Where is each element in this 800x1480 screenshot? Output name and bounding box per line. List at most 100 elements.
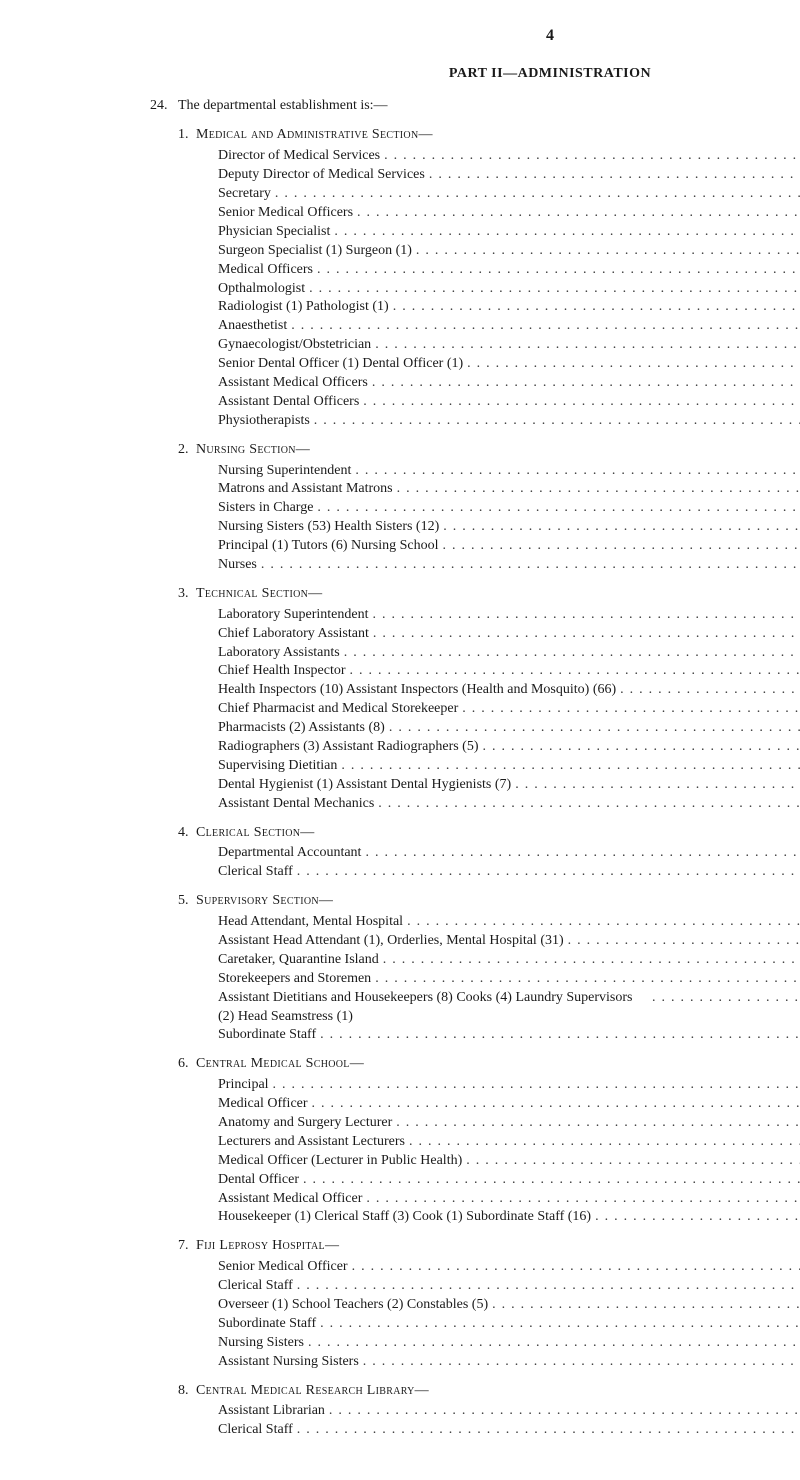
leader-dots: ........................................… <box>293 1277 800 1296</box>
leader-dots: ........................................… <box>269 1076 800 1095</box>
leader-dots: ........................................… <box>405 1133 800 1152</box>
section-number: 5. <box>178 892 196 911</box>
section-block: 6.Central Medical School—Principal......… <box>150 1055 800 1227</box>
entry-label: Health Inspectors (10) Assistant Inspect… <box>218 681 616 700</box>
item-number: 24. <box>150 97 178 116</box>
entry-label: Lecturers and Assistant Lecturers <box>218 1133 405 1152</box>
leader-dots: ........................................… <box>351 462 800 481</box>
leader-dots: ........................................… <box>374 795 800 814</box>
entries-list: Director of Medical Services............… <box>178 147 800 430</box>
leader-dots: ........................................… <box>439 518 800 537</box>
leader-dots: ........................................… <box>361 844 800 863</box>
entry-label: Subordinate Staff <box>218 1315 316 1334</box>
section-title: Medical and Administrative Section— <box>196 126 433 145</box>
section-block: 4.Clerical Section—Departmental Accounta… <box>150 824 800 883</box>
section-number: 6. <box>178 1055 196 1074</box>
leader-dots: ........................................… <box>511 776 800 795</box>
entry-label: Chief Laboratory Assistant <box>218 625 369 644</box>
section-block: 3.Technical Section— Laboratory Superinte… <box>150 585 800 814</box>
part-title: PART II—ADMINISTRATION <box>150 65 800 84</box>
section-title: Clerical Section— <box>196 824 315 843</box>
entry-row: Radiologist (1) Pathologist (1).........… <box>218 298 800 317</box>
section-block: 5.Supervisory Section—Head Attendant, Me… <box>150 892 800 1045</box>
entry-label: Medical Officer (Lecturer in Public Heal… <box>218 1152 462 1171</box>
entry-label: Assistant Dental Mechanics <box>218 795 374 814</box>
leader-dots: ........................................… <box>305 280 800 299</box>
entry-row: Surgeon Specialist (1) Surgeon (1)......… <box>218 242 800 261</box>
entry-label: Matrons and Assistant Matrons <box>218 480 393 499</box>
entry-row: Nursing Sisters.........................… <box>218 1334 800 1353</box>
entry-label: Clerical Staff <box>218 863 293 882</box>
leader-dots: ........................................… <box>325 1402 800 1421</box>
section-number: 3. <box>178 585 196 604</box>
entry-row: Gynaecologist/Obstetrician..............… <box>218 336 800 355</box>
department-line: 24. The departmental establishment is:— … <box>150 97 800 116</box>
entry-label: Laboratory Superintendent <box>218 606 368 625</box>
section-title: Fiji Leprosy Hospital— <box>196 1237 339 1256</box>
entry-row: Senior Medical Officer..................… <box>218 1258 800 1277</box>
entry-row: Assistant Dental Mechanics..............… <box>218 795 800 814</box>
entry-label: Senior Medical Officer <box>218 1258 348 1277</box>
entry-row: Anatomy and Surgery Lecturer............… <box>218 1114 800 1133</box>
entries-list: Head Attendant, Mental Hospital.........… <box>178 913 800 1045</box>
entry-row: Housekeeper (1) Clerical Staff (3) Cook … <box>218 1208 800 1227</box>
section-block: 1.Medical and Administrative Section—Dir… <box>150 126 800 430</box>
entry-row: Nurses..................................… <box>218 556 800 575</box>
entry-row: Caretaker, Quarantine Island............… <box>218 951 800 970</box>
entry-row: Pharmacists (2) Assistants (8)..........… <box>218 719 800 738</box>
entry-label: Subordinate Staff <box>218 1026 316 1045</box>
entry-row: Principal (1) Tutors (6) Nursing School.… <box>218 537 800 556</box>
entry-row: Principal...............................… <box>218 1076 800 1095</box>
entries-list: Nursing Superintendent..................… <box>178 462 800 575</box>
leader-dots: ........................................… <box>257 556 800 575</box>
entry-label: Opthalmologist <box>218 280 305 299</box>
entry-row: Secretary...............................… <box>218 185 800 204</box>
section-header: 7.Fiji Leprosy Hospital— <box>178 1237 800 1256</box>
entry-row: Medical Officer.........................… <box>218 1095 800 1114</box>
entry-row: Matrons and Assistant Matrons...........… <box>218 480 800 499</box>
entry-label: Senior Dental Officer (1) Dental Officer… <box>218 355 463 374</box>
entry-label: Anatomy and Surgery Lecturer <box>218 1114 392 1133</box>
entry-row: Medical Officers........................… <box>218 261 800 280</box>
entry-row: Dental Officer..........................… <box>218 1171 800 1190</box>
entry-row: Head Attendant, Mental Hospital.........… <box>218 913 800 932</box>
entry-row: Physician Specialist....................… <box>218 223 800 242</box>
leader-dots: ........................................… <box>389 298 800 317</box>
entry-row: Clerical Staff..........................… <box>218 1421 800 1440</box>
section-block: 2.Nursing Section—Nursing Superintendent… <box>150 441 800 575</box>
leader-dots: ........................................… <box>293 863 800 882</box>
entry-row: Clerical Staff..........................… <box>218 1277 800 1296</box>
leader-dots: ........................................… <box>304 1334 800 1353</box>
leader-dots: ........................................… <box>330 223 800 242</box>
entry-label: Radiologist (1) Pathologist (1) <box>218 298 389 317</box>
entry-label: Pharmacists (2) Assistants (8) <box>218 719 385 738</box>
entry-row: Medical Officer (Lecturer in Public Heal… <box>218 1152 800 1171</box>
entries-list: Departmental Accountant.................… <box>178 844 800 882</box>
entry-row: Assistant Nursing Sisters...............… <box>218 1353 800 1372</box>
section-header: 4.Clerical Section— <box>178 824 800 843</box>
section-title: Nursing Section— <box>196 441 310 460</box>
leader-dots: ........................................… <box>463 355 800 374</box>
leader-dots: ........................................… <box>403 913 800 932</box>
entry-label: Nursing Sisters <box>218 1334 304 1353</box>
entry-row: Dental Hygienist (1) Assistant Dental Hy… <box>218 776 800 795</box>
entry-row: Chief Health Inspector..................… <box>218 662 800 681</box>
entry-label: Sisters in Charge <box>218 499 313 518</box>
leader-dots: ........................................… <box>313 261 800 280</box>
section-header: 3.Technical Section— <box>178 585 800 604</box>
entry-row: Opthalmologist..........................… <box>218 280 800 299</box>
leader-dots: ........................................… <box>479 738 800 757</box>
entry-label: Physician Specialist <box>218 223 330 242</box>
leader-dots: ........................................… <box>346 662 800 681</box>
leader-dots: ........................................… <box>368 606 800 625</box>
leader-dots: ........................................… <box>393 480 800 499</box>
section-title: Technical Section— <box>196 585 322 604</box>
entry-row: Sisters in Charge.......................… <box>218 499 800 518</box>
leader-dots: ........................................… <box>340 644 800 663</box>
entry-row: Chief Pharmacist and Medical Storekeeper… <box>218 700 800 719</box>
leader-dots: ........................................… <box>371 970 800 989</box>
entry-row: Assistant Dietitians and Housekeepers (8… <box>218 989 800 1027</box>
entry-label: Gynaecologist/Obstetrician <box>218 336 371 355</box>
section-number: 7. <box>178 1237 196 1256</box>
leader-dots: ........................................… <box>371 336 800 355</box>
